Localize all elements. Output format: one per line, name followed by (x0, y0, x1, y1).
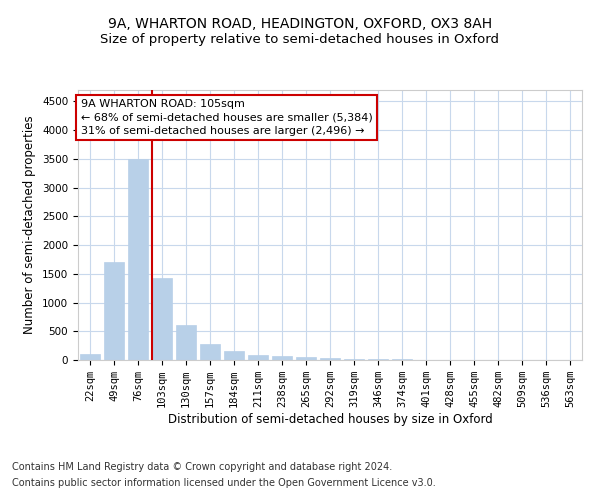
Bar (248, 355, 268, 360)
Bar (344, 359, 364, 360)
Text: 9A, WHARTON ROAD, HEADINGTON, OXFORD, OX3 8AH: 9A, WHARTON ROAD, HEADINGTON, OXFORD, OX… (108, 18, 492, 32)
Text: Size of property relative to semi-detached houses in Oxford: Size of property relative to semi-detach… (101, 32, 499, 46)
Bar (224, 351, 244, 360)
Text: Contains HM Land Registry data © Crown copyright and database right 2024.: Contains HM Land Registry data © Crown c… (12, 462, 392, 472)
Bar (320, 358, 340, 360)
Bar (80, 354, 100, 360)
Bar (368, 359, 388, 360)
Bar (128, 159, 148, 360)
Bar (152, 278, 172, 360)
Text: 9A WHARTON ROAD: 105sqm
← 68% of semi-detached houses are smaller (5,384)
31% of: 9A WHARTON ROAD: 105sqm ← 68% of semi-de… (80, 100, 372, 136)
X-axis label: Distribution of semi-detached houses by size in Oxford: Distribution of semi-detached houses by … (167, 413, 493, 426)
Bar (296, 357, 316, 360)
Bar (176, 325, 196, 360)
Bar (200, 344, 220, 360)
Text: Contains public sector information licensed under the Open Government Licence v3: Contains public sector information licen… (12, 478, 436, 488)
Bar (272, 356, 292, 360)
Bar (104, 262, 124, 360)
Y-axis label: Number of semi-detached properties: Number of semi-detached properties (23, 116, 37, 334)
